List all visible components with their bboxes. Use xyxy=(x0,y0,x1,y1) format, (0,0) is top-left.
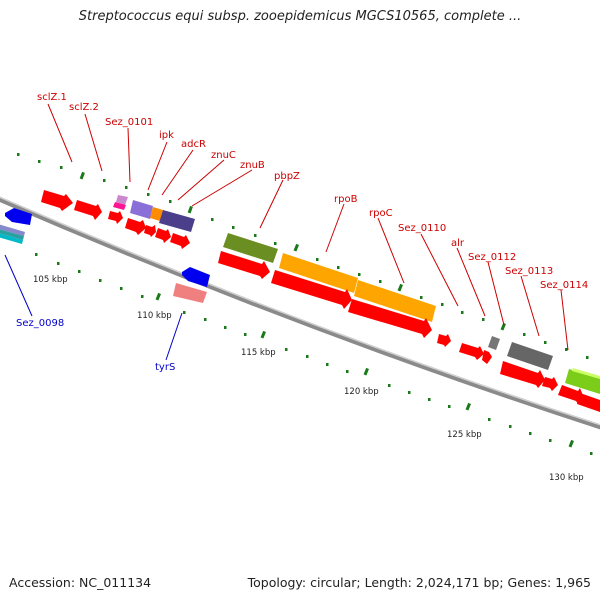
gene-arrow-forward[interactable] xyxy=(170,233,190,249)
scale-label: 105 kbp xyxy=(33,275,68,285)
gene-box[interactable] xyxy=(572,368,600,379)
gene-box[interactable] xyxy=(488,336,500,350)
gene-label[interactable]: Sez_0101 xyxy=(105,117,153,128)
gene-arrow-forward[interactable] xyxy=(558,385,584,404)
label-leader-lines-reverse xyxy=(4,254,183,361)
label-leader-lines xyxy=(47,103,569,351)
gene-arrow-forward[interactable] xyxy=(459,343,484,360)
gene-label[interactable]: alr xyxy=(451,238,465,249)
gene-arrow-forward[interactable] xyxy=(542,377,558,391)
forward-strand-features xyxy=(41,190,600,412)
gene-band xyxy=(0,233,23,244)
gene-arrow-reverse[interactable] xyxy=(182,267,210,287)
scale-label: 125 kbp xyxy=(447,430,482,440)
gene-arrow-forward[interactable] xyxy=(155,228,171,243)
gene-label[interactable]: Sez_0114 xyxy=(540,280,588,291)
gene-box[interactable] xyxy=(150,207,163,221)
gene-box[interactable] xyxy=(354,280,436,322)
gene-arrow-forward[interactable] xyxy=(74,200,102,220)
gene-label[interactable]: ipk xyxy=(159,130,174,141)
gene-arrow-forward[interactable] xyxy=(41,190,73,211)
gene-box[interactable] xyxy=(116,195,128,205)
gene-band xyxy=(0,224,25,236)
accession-text: Accession: NC_011134 xyxy=(9,575,152,590)
gene-arrow-reverse[interactable] xyxy=(5,208,32,225)
scale-label: 120 kbp xyxy=(344,387,379,397)
gene-box[interactable] xyxy=(279,253,358,293)
inner-tick-row xyxy=(35,253,593,455)
topology-text: Topology: circular; Length: 2,024,171 bp… xyxy=(247,575,591,590)
gene-label[interactable]: Sez_0098 xyxy=(16,318,64,329)
gene-label[interactable]: rpoC xyxy=(369,208,393,219)
gene-box[interactable] xyxy=(223,233,278,263)
reverse-gene-labels: Sez_0098 tyrS xyxy=(16,318,175,373)
gene-arrow-forward[interactable] xyxy=(144,225,156,237)
gene-label[interactable]: adcR xyxy=(181,139,206,150)
gene-label[interactable]: tyrS xyxy=(155,362,175,373)
gene-label[interactable]: sclZ.2 xyxy=(69,102,99,113)
page-title: Streptococcus equi subsp. zooepidemicus … xyxy=(78,9,522,24)
gene-label[interactable]: Sez_0113 xyxy=(505,266,553,277)
scale-label: 115 kbp xyxy=(241,348,276,358)
gene-box[interactable] xyxy=(113,202,126,210)
gene-label[interactable]: Sez_0112 xyxy=(468,252,516,263)
gene-label[interactable]: pbpZ xyxy=(274,171,300,182)
gene-label[interactable]: Sez_0110 xyxy=(398,223,446,234)
reverse-strand-features xyxy=(0,208,210,303)
gene-box[interactable] xyxy=(507,342,553,370)
gene-arrow-forward[interactable] xyxy=(125,218,146,235)
gene-arrow-forward[interactable] xyxy=(108,211,123,224)
genome-backbone-highlight xyxy=(0,196,600,426)
gene-arrow-forward[interactable] xyxy=(500,361,545,388)
gene-arrow-forward[interactable] xyxy=(271,270,352,309)
scale-label: 130 kbp xyxy=(549,473,584,483)
forward-gene-labels: sclZ.1 sclZ.2 Sez_0101 ipk adcR znuC znu… xyxy=(37,92,588,291)
gene-label[interactable]: sclZ.1 xyxy=(37,92,67,103)
gene-arrow-forward[interactable] xyxy=(577,393,600,412)
gene-box[interactable] xyxy=(159,210,195,232)
gene-arrow-forward[interactable] xyxy=(348,299,432,338)
gene-label[interactable]: znuB xyxy=(240,160,265,171)
gene-arrow-forward[interactable] xyxy=(482,350,492,364)
gene-arrow-forward[interactable] xyxy=(218,251,270,279)
gene-box[interactable] xyxy=(565,369,600,394)
scale-label: 110 kbp xyxy=(137,311,172,321)
gene-label[interactable]: rpoB xyxy=(334,194,358,205)
gene-label[interactable]: znuC xyxy=(211,150,236,161)
gene-box[interactable] xyxy=(130,200,153,219)
gene-band xyxy=(0,229,24,240)
outer-tick-row xyxy=(17,153,589,359)
genome-backbone xyxy=(0,196,600,430)
gene-box[interactable] xyxy=(173,283,207,303)
gene-arrow-forward[interactable] xyxy=(437,334,451,347)
